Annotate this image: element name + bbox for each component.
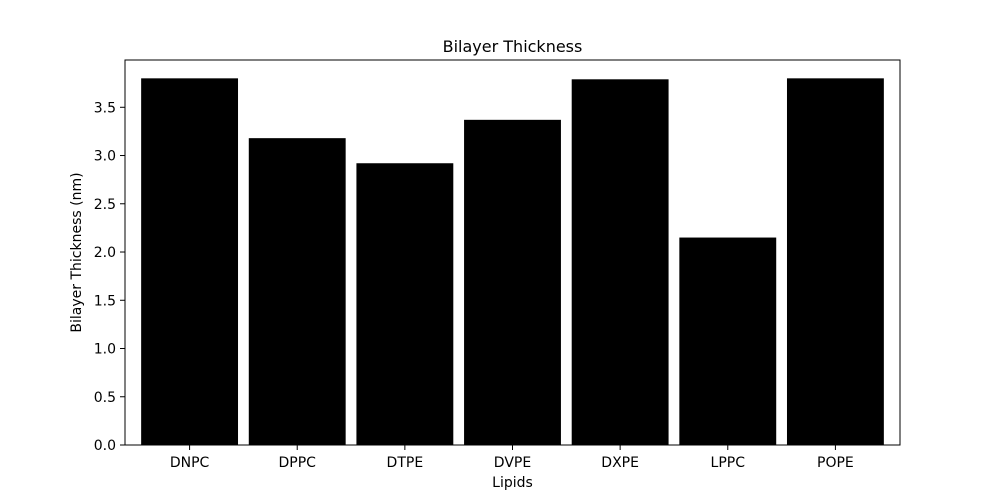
y-tick-label: 3.0 [94, 149, 116, 165]
bar-dnpc [141, 78, 239, 445]
bar-dppc [248, 138, 346, 445]
bar-dxpe [571, 79, 669, 445]
x-tick-label: POPE [817, 455, 854, 471]
chart-title: Bilayer Thickness [443, 37, 583, 56]
x-tick-label: DNPC [170, 455, 210, 471]
bars-layer [141, 78, 884, 446]
y-tick-label: 2.5 [94, 197, 116, 213]
x-tick-label: DTPE [387, 455, 424, 471]
axes-layer: DNPC DPPC DTPE DVPE DXPE LPPC POPE 0.0 0.5 1.0 1.5… [94, 59, 901, 471]
y-tick-label: 1.5 [94, 293, 116, 309]
y-tick-label: 2.0 [94, 245, 116, 261]
y-tick-label: 0.5 [94, 390, 116, 406]
bar-lppc [679, 237, 777, 445]
x-axis-label: Lipids [492, 475, 533, 491]
bar-dvpe [464, 119, 561, 446]
plot-frame [124, 59, 901, 446]
y-tick-label: 3.5 [94, 100, 116, 116]
x-tick-label: DXPE [601, 455, 639, 471]
y-axis-label: Bilayer Thickness (nm) [69, 172, 85, 332]
x-tick-label: LPPC [711, 455, 746, 471]
y-tick-label: 0.0 [94, 438, 116, 454]
bar-dtpe [356, 163, 454, 446]
x-tick-label: DPPC [278, 455, 316, 471]
y-tick-label: 1.0 [94, 342, 116, 358]
bar-pope [786, 78, 884, 445]
x-tick-label: DVPE [494, 455, 531, 471]
